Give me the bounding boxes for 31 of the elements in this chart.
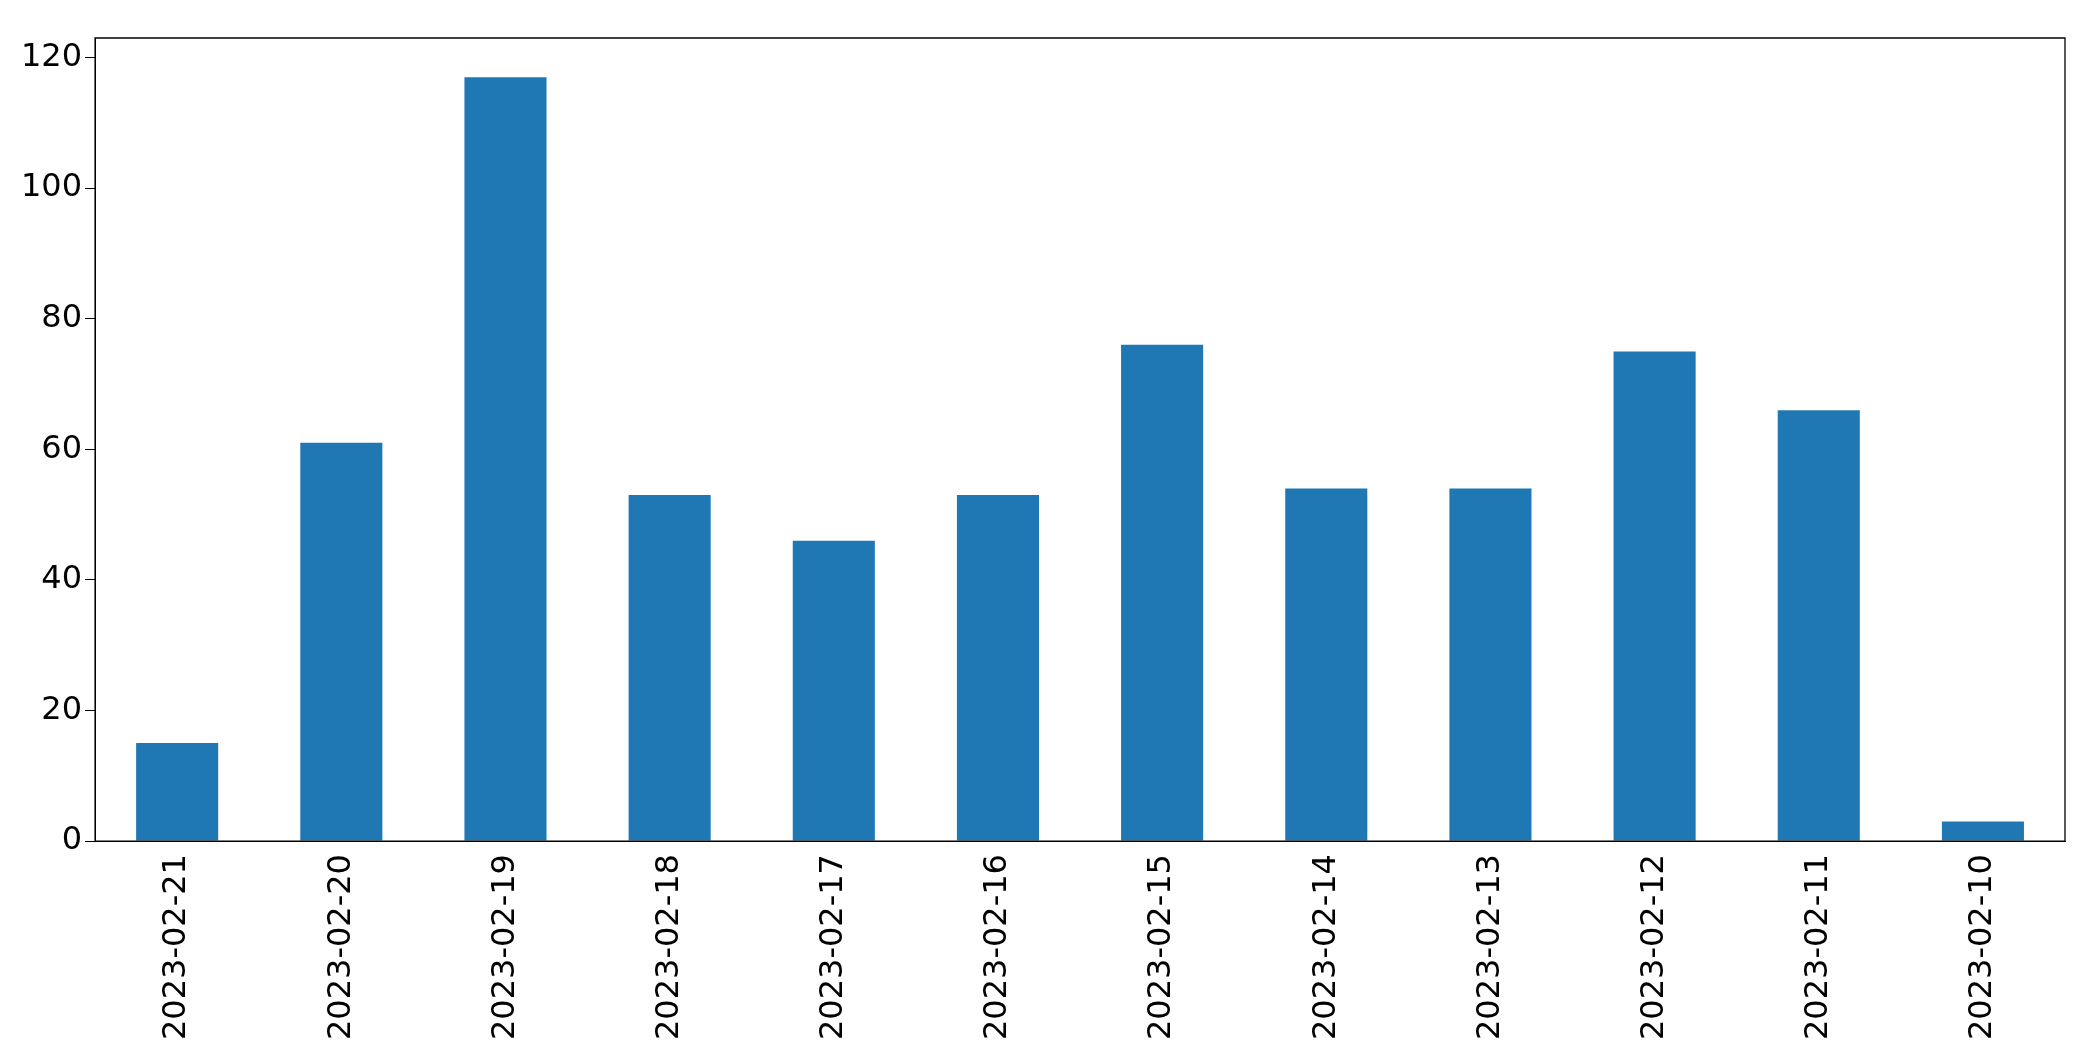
y-tick-label: 0	[61, 819, 83, 858]
x-tick-label: 2023-02-15	[1140, 854, 1179, 1040]
bar	[628, 495, 711, 841]
y-tick-label: 20	[41, 688, 83, 727]
x-tick-label: 2023-02-17	[812, 854, 851, 1040]
x-tick-label: 2023-02-14	[1304, 854, 1343, 1040]
bar	[1941, 821, 2024, 841]
bar	[1777, 410, 1860, 841]
bar	[792, 540, 875, 841]
bar	[1613, 351, 1696, 841]
x-tick-label: 2023-02-16	[976, 854, 1015, 1040]
bar	[464, 77, 547, 841]
bar	[1285, 488, 1368, 841]
x-tick-label: 2023-02-13	[1468, 854, 1507, 1040]
y-tick-label: 100	[21, 166, 83, 205]
bar	[1121, 344, 1204, 841]
x-tick-label: 2023-02-21	[155, 854, 194, 1040]
y-tick-label: 120	[21, 35, 83, 74]
bar	[1449, 488, 1532, 841]
x-tick-label: 2023-02-19	[483, 854, 522, 1040]
x-tick-label: 2023-02-12	[1632, 854, 1671, 1040]
y-tick-label: 40	[41, 558, 83, 597]
x-tick-label: 2023-02-18	[647, 854, 686, 1040]
bar	[300, 442, 383, 841]
x-tick-label: 2023-02-11	[1797, 854, 1836, 1040]
x-tick-label: 2023-02-10	[1961, 854, 2000, 1040]
y-tick-label: 60	[41, 427, 83, 466]
x-tick-label: 2023-02-20	[319, 854, 358, 1040]
bar	[136, 743, 219, 841]
y-tick-label: 80	[41, 297, 83, 336]
bar	[956, 495, 1039, 841]
